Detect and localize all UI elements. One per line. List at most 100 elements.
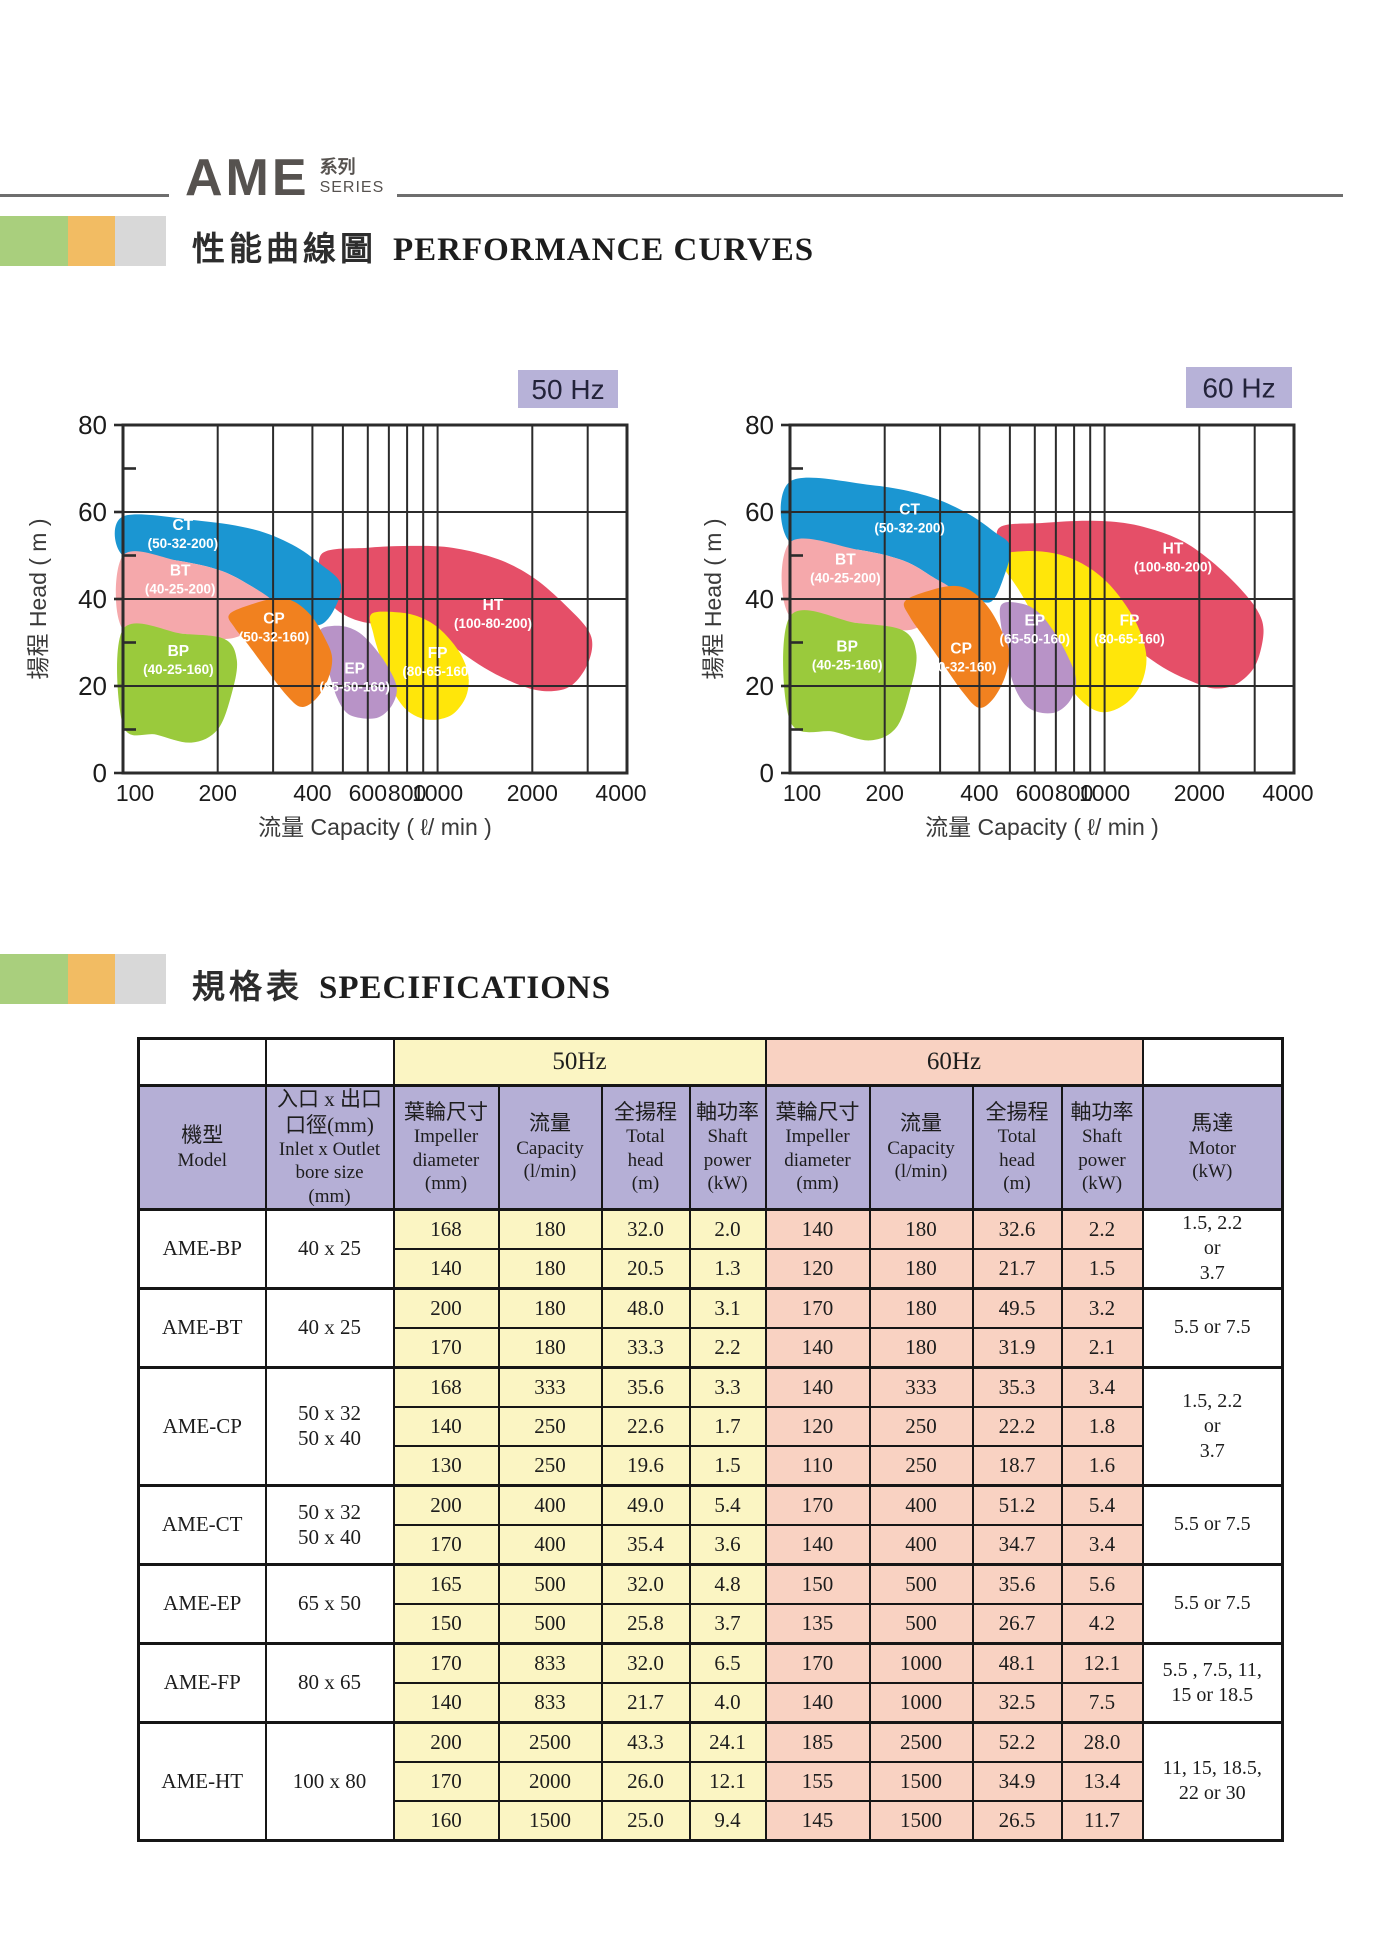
- x-axis-title: 流量 Capacity ( ℓ/ min ): [925, 814, 1159, 840]
- region-fp: [996, 551, 1147, 713]
- region-code-ct: (50-32-200): [874, 521, 945, 536]
- specifications-table-wrap: 50Hz 60Hz 機型 Model 入口 x 出口 口徑(mm) Inlet x Outl…: [137, 1037, 1284, 1842]
- motor-cell: 1.5, 2.2 or 3.7: [1141, 1365, 1284, 1487]
- svg-text:20: 20: [745, 671, 774, 701]
- svg-text:600: 600: [349, 780, 387, 806]
- svg-text:100: 100: [116, 780, 154, 806]
- value-50hz: 1500: [497, 1800, 603, 1842]
- svg-text:60: 60: [78, 497, 107, 527]
- performance-title-cjk: 性能曲線圖: [192, 230, 377, 267]
- value-60hz: 2500: [868, 1720, 974, 1763]
- table-row: 140 180 20.5 1.3 120 180 21.7 1.5: [139, 1248, 1283, 1290]
- value-60hz: 140: [764, 1524, 871, 1566]
- value-50hz: 500: [497, 1562, 603, 1605]
- bar-block-gray: [115, 216, 166, 266]
- value-60hz: 170: [764, 1286, 871, 1329]
- header-60hz-head: 全揚程 Total head (m): [971, 1084, 1063, 1211]
- value-60hz: 5.6: [1060, 1562, 1144, 1605]
- value-50hz: 25.8: [600, 1603, 691, 1645]
- value-60hz: 170: [764, 1483, 871, 1526]
- value-60hz: 250: [868, 1445, 974, 1487]
- value-60hz: 120: [764, 1406, 871, 1447]
- svg-text:100: 100: [783, 780, 821, 806]
- table-row: AME-BT 40 x 25 200 180 48.0 3.1 170 180 49.5 3.2 5…: [137, 1286, 1284, 1369]
- bore-cell: 65 x 50: [264, 1562, 395, 1645]
- region-code-fp: (80-65-160): [402, 664, 473, 679]
- value-50hz: 48.0: [600, 1286, 691, 1329]
- value-50hz: 3.3: [688, 1365, 767, 1408]
- value-60hz: 3.4: [1060, 1365, 1144, 1408]
- band-empty: [137, 1037, 267, 1087]
- svg-text:200: 200: [866, 780, 904, 806]
- value-50hz: 170: [392, 1327, 500, 1369]
- bore-cell: 40 x 25: [264, 1207, 395, 1290]
- svg-text:0: 0: [760, 758, 774, 788]
- y-axis-title: 揚程 Head ( m ): [700, 518, 726, 679]
- value-50hz: 1.5: [688, 1445, 767, 1487]
- value-50hz: 833: [497, 1641, 603, 1684]
- value-60hz: 49.5: [971, 1286, 1063, 1329]
- model-cell: AME-CT: [137, 1483, 267, 1566]
- specifications-title-en: SPECIFICATIONS: [319, 970, 612, 1006]
- table-row: AME-EP 65 x 50 165 500 32.0 4.8 150 500 35.6 5.6 5…: [137, 1562, 1284, 1645]
- region-code-ht: (100-80-200): [454, 616, 532, 631]
- value-50hz: 170: [392, 1641, 500, 1684]
- value-50hz: 49.0: [600, 1483, 691, 1526]
- y-axis-title: 揚程 Head ( m ): [25, 518, 51, 679]
- value-60hz: 3.4: [1060, 1524, 1144, 1566]
- band-empty: [264, 1037, 395, 1087]
- table-row: 170 2000 26.0 12.1 155 1500 34.9 13.4: [139, 1761, 1283, 1802]
- svg-text:400: 400: [960, 780, 998, 806]
- value-60hz: 3.2: [1060, 1286, 1144, 1329]
- value-60hz: 2.1: [1060, 1327, 1144, 1369]
- value-60hz: 333: [868, 1365, 974, 1408]
- value-60hz: 145: [764, 1800, 871, 1842]
- value-50hz: 160: [392, 1800, 500, 1842]
- value-60hz: 4.2: [1060, 1603, 1144, 1645]
- grid-lines: [114, 423, 627, 775]
- region-label-ep: EP: [1024, 612, 1045, 629]
- motor-cell: 5.5 or 7.5: [1141, 1483, 1284, 1566]
- bar-block-green: [0, 954, 68, 1004]
- region-bp: [783, 610, 917, 741]
- model-cell: AME-HT: [137, 1720, 267, 1842]
- region-label-bt: BT: [835, 552, 856, 569]
- model-cell: AME-CP: [137, 1365, 267, 1487]
- value-50hz: 35.4: [600, 1524, 691, 1566]
- value-60hz: 32.5: [971, 1682, 1063, 1724]
- value-50hz: 400: [497, 1524, 603, 1566]
- region-label-cp: CP: [263, 610, 285, 627]
- svg-text:800: 800: [388, 780, 426, 806]
- region-label-ct: CT: [173, 517, 194, 534]
- value-60hz: 400: [868, 1483, 974, 1526]
- region-label-bp: BP: [836, 639, 858, 656]
- value-50hz: 4.0: [688, 1682, 767, 1724]
- performance-section-title: 性能曲線圖 PERFORMANCE CURVES: [192, 222, 814, 270]
- value-60hz: 140: [764, 1207, 871, 1250]
- value-60hz: 28.0: [1060, 1720, 1144, 1763]
- region-code-bt: (40-25-200): [145, 581, 216, 596]
- table-row: 150 500 25.8 3.7 135 500 26.7 4.2: [139, 1603, 1283, 1645]
- svg-text:80: 80: [78, 410, 107, 440]
- table-row: 140 250 22.6 1.7 120 250 22.2 1.8: [139, 1406, 1283, 1447]
- value-50hz: 400: [497, 1483, 603, 1526]
- value-60hz: 140: [764, 1327, 871, 1369]
- value-60hz: 170: [764, 1641, 871, 1684]
- region-label-fp: FP: [1120, 612, 1140, 629]
- value-50hz: 180: [497, 1327, 603, 1369]
- header-60hz-capacity: 流量 Capacity (l/min): [868, 1084, 974, 1211]
- band-60hz: 60Hz: [764, 1037, 1144, 1087]
- value-50hz: 3.6: [688, 1524, 767, 1566]
- specifications-title-cjk: 規格表: [192, 968, 303, 1005]
- brand-logo: AME 系列 SERIES: [185, 152, 384, 204]
- value-60hz: 180: [868, 1327, 974, 1369]
- region-code-ht: (100-80-200): [1134, 560, 1212, 575]
- value-60hz: 1000: [868, 1641, 974, 1684]
- value-50hz: 170: [392, 1524, 500, 1566]
- bore-cell: 100 x 80: [264, 1720, 395, 1842]
- region-label-ep: EP: [344, 660, 365, 677]
- value-60hz: 180: [868, 1207, 974, 1250]
- region-cp: [228, 598, 333, 707]
- value-60hz: 52.2: [971, 1720, 1063, 1763]
- value-60hz: 21.7: [971, 1248, 1063, 1290]
